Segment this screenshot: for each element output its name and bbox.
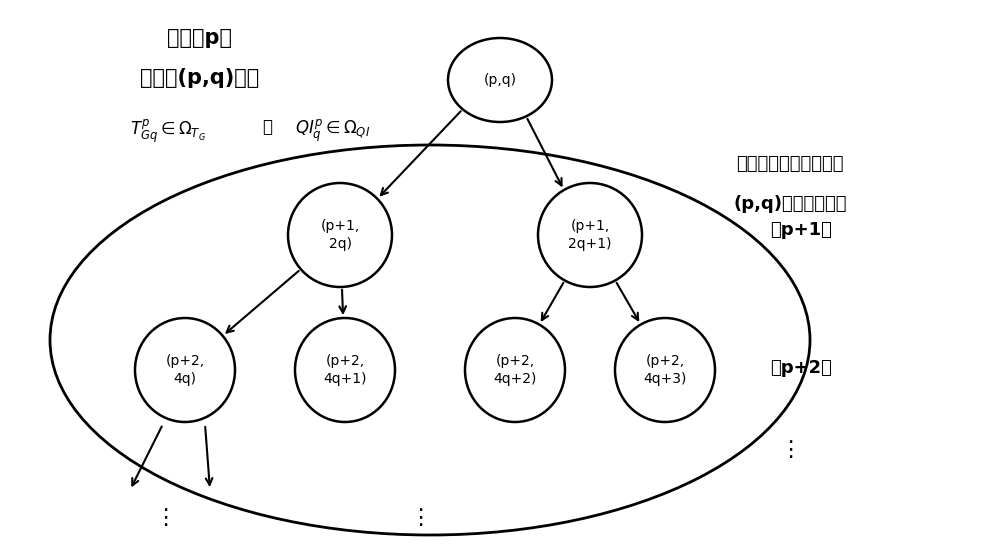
Text: 或: 或 [262,118,272,136]
Text: (p+1,
2q+1): (p+1, 2q+1) [568,219,612,251]
Text: 第p+2层: 第p+2层 [770,359,832,377]
Text: (p+2,
4q+3): (p+2, 4q+3) [643,354,687,386]
Text: 如果第p层: 如果第p层 [168,28,232,48]
Text: $T_{Gq}^{p}\in\Omega_{T_G}$: $T_{Gq}^{p}\in\Omega_{T_G}$ [130,118,206,146]
Text: ⋮: ⋮ [409,508,431,528]
Ellipse shape [615,318,715,422]
Text: (p+2,
4q): (p+2, 4q) [165,354,205,386]
Ellipse shape [465,318,565,422]
Text: (p+1,
2q): (p+1, 2q) [320,219,360,251]
Ellipse shape [295,318,395,422]
Text: 某节点(p,q)满足: 某节点(p,q)满足 [140,68,260,88]
Ellipse shape [135,318,235,422]
Ellipse shape [448,38,552,122]
Text: (p,q): (p,q) [484,73,516,87]
Text: 则删除椭圆形内所示的: 则删除椭圆形内所示的 [736,155,844,173]
Text: ⋮: ⋮ [154,508,176,528]
Text: (p+2,
4q+2): (p+2, 4q+2) [493,354,537,386]
Text: ⋮: ⋮ [779,440,801,460]
Text: (p+2,
4q+1): (p+2, 4q+1) [323,354,367,386]
Ellipse shape [538,183,642,287]
Text: $QI_q^{p}\in\Omega_{QI}$: $QI_q^{p}\in\Omega_{QI}$ [295,118,370,144]
Ellipse shape [288,183,392,287]
Text: 第p+1层: 第p+1层 [770,221,832,239]
Text: (p,q)的所有子节点: (p,q)的所有子节点 [733,195,847,213]
